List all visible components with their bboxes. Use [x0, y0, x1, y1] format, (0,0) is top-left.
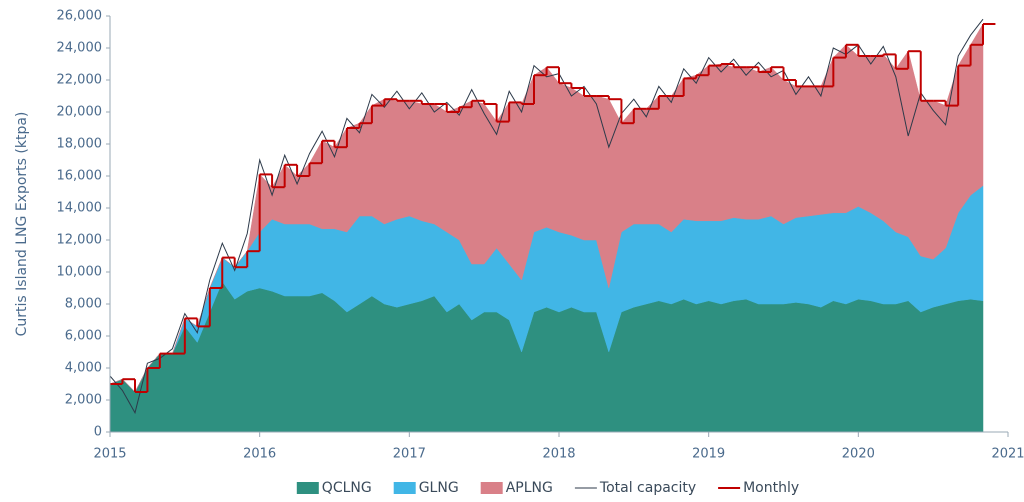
legend-label: Monthly [743, 480, 799, 496]
y-tick-label: 12,000 [57, 233, 103, 248]
plot-area [109, 18, 996, 433]
x-tick-label: 2021 [991, 447, 1024, 462]
y-tick-label: 16,000 [57, 169, 103, 184]
y-tick-label: 26,000 [57, 9, 103, 24]
y-tick-label: 20,000 [57, 105, 103, 120]
y-tick-label: 22,000 [57, 73, 103, 88]
legend-swatch [393, 482, 416, 494]
legend-item: GLNG [393, 480, 459, 496]
y-tick-label: 4,000 [65, 361, 102, 376]
legend-item: QCLNG [296, 480, 372, 496]
monthly-step [110, 23, 996, 393]
x-tick-label: 2018 [542, 447, 575, 462]
y-tick-label: 2,000 [65, 393, 102, 408]
y-tick-label: 24,000 [57, 41, 103, 56]
x-tick-label: 2017 [393, 447, 426, 462]
y-tick-label: 18,000 [57, 137, 103, 152]
y-tick-label: 14,000 [57, 201, 103, 216]
legend-label: APLNG [506, 480, 553, 496]
y-axis-label: Curtis Island LNG Exports (ktpa) [14, 112, 30, 337]
legend-swatch [296, 482, 319, 494]
total-capacity-line [109, 18, 984, 415]
legend-item: Monthly [718, 480, 799, 496]
x-tick-label: 2015 [93, 447, 126, 462]
legend-swatch [480, 482, 503, 494]
x-tick-label: 2020 [842, 447, 875, 462]
legend-item: Total capacity [574, 480, 696, 496]
y-tick-label: 8,000 [65, 297, 102, 312]
y-tick-label: 10,000 [57, 265, 103, 280]
x-tick-label: 2019 [692, 447, 725, 462]
legend-label: GLNG [419, 480, 459, 496]
y-tick-label: 6,000 [65, 329, 102, 344]
y-tick-label: 0 [94, 425, 102, 440]
legend-label: Total capacity [599, 480, 696, 496]
legend-label: QCLNG [322, 480, 372, 496]
legend-item: APLNG [480, 480, 553, 496]
legend: QCLNG GLNG APLNG Total capacity Monthly [296, 480, 799, 496]
x-tick-label: 2016 [243, 447, 276, 462]
